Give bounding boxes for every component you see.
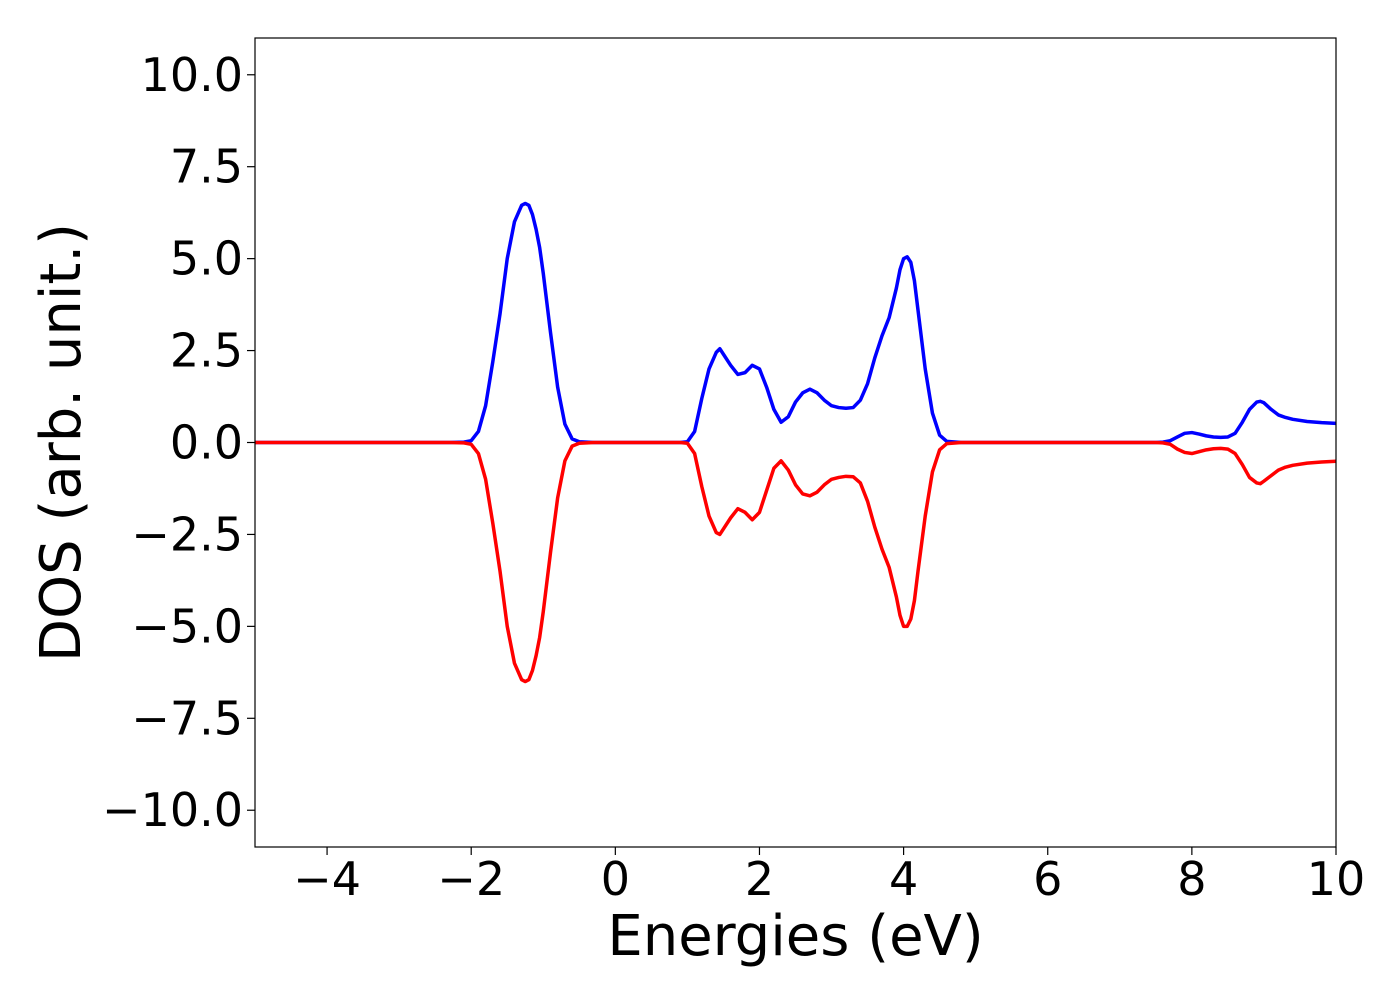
y-tick-label: −10.0 bbox=[102, 783, 243, 837]
x-tick-label: 2 bbox=[745, 852, 774, 906]
y-tick-label: 7.5 bbox=[170, 140, 243, 194]
y-tick-label: 2.5 bbox=[170, 324, 243, 378]
series-layer bbox=[255, 201, 1337, 684]
y-tick-label: −7.5 bbox=[131, 691, 243, 745]
x-tick-label: 0 bbox=[601, 852, 630, 906]
x-axis-ticks: −4 −2 0 2 4 6 8 10 bbox=[293, 847, 1365, 906]
x-tick-label: 6 bbox=[1033, 852, 1062, 906]
x-tick-label: 8 bbox=[1177, 852, 1206, 906]
y-axis-label: DOS (arb. unit.) bbox=[29, 223, 94, 662]
x-axis-label: Energies (eV) bbox=[607, 904, 983, 969]
series-line-1 bbox=[255, 440, 1337, 684]
x-tick-label: 10 bbox=[1307, 852, 1366, 906]
y-tick-label: 5.0 bbox=[170, 232, 243, 286]
x-tick-label: 4 bbox=[889, 852, 918, 906]
x-tick-label: −4 bbox=[293, 852, 361, 906]
x-tick-label: −2 bbox=[437, 852, 505, 906]
series-line-0 bbox=[255, 201, 1337, 445]
y-tick-label: −5.0 bbox=[131, 599, 243, 653]
y-tick-label: 10.0 bbox=[141, 48, 243, 102]
y-axis-ticks: 10.0 7.5 5.0 2.5 0.0 −2.5 −5.0 −7.5 −10.0 bbox=[102, 48, 255, 837]
y-tick-label: −2.5 bbox=[131, 507, 243, 561]
y-tick-label: 0.0 bbox=[170, 416, 243, 470]
